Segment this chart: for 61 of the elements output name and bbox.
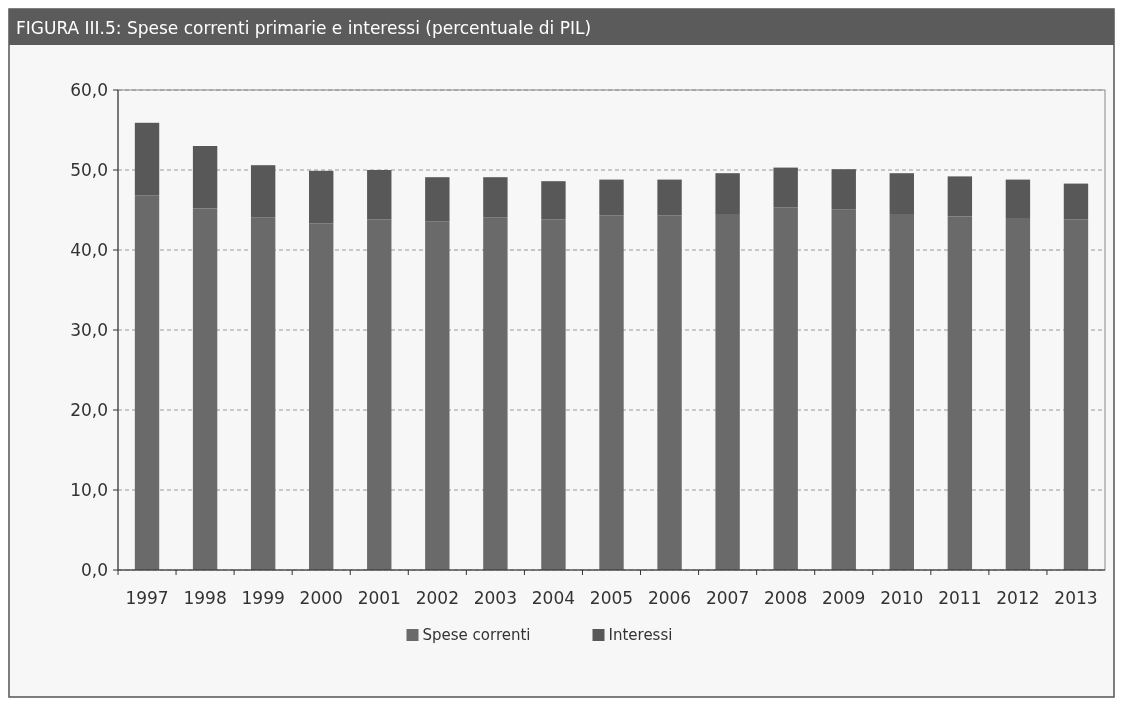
bar: [889, 214, 914, 570]
x-tick-label: 2008: [764, 588, 808, 608]
bar: [134, 195, 160, 570]
y-tick-label: 30,0: [70, 319, 108, 340]
bar: [831, 209, 856, 570]
bar: [425, 177, 450, 222]
bar: [483, 177, 508, 218]
x-tick-label: 2002: [415, 588, 459, 608]
bar: [947, 176, 973, 217]
bar: [657, 215, 682, 570]
x-tick-label: 2004: [531, 588, 576, 608]
y-tick-label: 50,0: [70, 159, 108, 180]
bar: [773, 167, 798, 208]
bar: [250, 217, 276, 570]
bar: [483, 217, 508, 570]
chart-title: FIGURA III.5: Spese correnti primarie e interessi (percentuale di PIL): [16, 18, 592, 38]
bar: [309, 170, 334, 224]
bar: [1063, 183, 1089, 220]
bar: [541, 219, 566, 570]
x-tick-label: 1998: [183, 588, 227, 608]
bar: [947, 216, 973, 570]
y-tick-label: 40,0: [70, 239, 108, 260]
bar: [367, 219, 392, 570]
x-tick-label: 2001: [357, 588, 401, 608]
bar: [773, 207, 798, 570]
x-tick-label: 2007: [705, 588, 750, 608]
y-tick-label: 0,0: [80, 559, 108, 580]
x-tick-label: 2006: [647, 588, 692, 608]
x-tick-label: 2011: [938, 588, 982, 608]
bar: [715, 214, 740, 570]
bar: [599, 179, 624, 216]
y-tick-label: 10,0: [70, 479, 108, 500]
bar: [425, 221, 450, 570]
x-tick-label: 1999: [241, 588, 285, 608]
y-tick-label: 60,0: [70, 79, 108, 100]
legend-label: Interessi: [608, 626, 673, 644]
bar: [1005, 218, 1031, 570]
bar: [192, 146, 218, 209]
bar: [541, 181, 566, 220]
x-tick-label: 2010: [880, 588, 924, 608]
bar: [1063, 219, 1089, 570]
bar: [715, 173, 740, 214]
bar: [192, 208, 218, 570]
legend-label: Spese correnti: [422, 626, 531, 644]
x-tick-label: 2013: [1054, 588, 1098, 608]
x-tick-label: 2000: [299, 588, 343, 608]
bar: [134, 122, 160, 196]
y-tick-label: 20,0: [70, 399, 108, 420]
bar: [831, 169, 856, 210]
bar: [657, 179, 682, 216]
bar: [1005, 179, 1031, 218]
x-tick-label: 2005: [589, 588, 634, 608]
bar: [367, 170, 392, 220]
x-tick-label: 1997: [125, 588, 169, 608]
x-tick-label: 2009: [822, 588, 866, 608]
x-tick-label: 2003: [473, 588, 518, 608]
bar: [309, 223, 334, 570]
bar: [250, 165, 276, 218]
bar: [599, 215, 624, 570]
bar: [889, 173, 914, 214]
x-tick-label: 2012: [996, 588, 1040, 608]
